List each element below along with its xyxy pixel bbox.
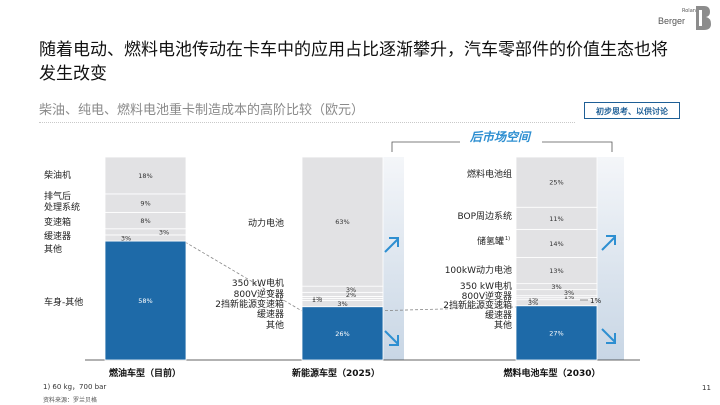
bar-value-label: 3% <box>551 283 561 291</box>
bar-segment <box>515 305 598 361</box>
bar-value-label: 2% <box>346 291 356 299</box>
footnote: 1) 60 kg，700 bar <box>43 383 107 391</box>
logo-roland-text: Roland <box>682 8 700 14</box>
segment-label: 2挡新能源变速箱 <box>443 299 512 311</box>
bar-value-label: 1% <box>528 295 538 303</box>
bar-value-label: 14% <box>549 240 563 248</box>
bar-value-label: 63% <box>335 218 349 226</box>
segment-label: 车身-其他 <box>44 296 83 308</box>
subtitle-separator <box>39 122 575 123</box>
company-logo: Roland Berger <box>658 5 712 35</box>
connector-line <box>369 306 517 312</box>
bar-segment <box>104 156 187 195</box>
segment-label: 其他 <box>494 319 512 331</box>
bar-value-label: 3% <box>564 289 574 297</box>
bar-value-label: 1% <box>564 293 574 301</box>
segment-label: 排气后 <box>44 190 71 202</box>
bar-value-label: 1% <box>312 294 322 302</box>
segment-label: 变速箱 <box>44 216 71 228</box>
bar-value-label: 13% <box>549 267 563 275</box>
segment-label: 缓速器 <box>44 230 71 242</box>
arrow-panel-2030 <box>597 157 624 360</box>
category-label: 新能源车型（2025） <box>292 367 380 379</box>
page-title: 随着电动、燃料电池传动在卡车中的应用占比逐渐攀升，汽车零部件的价值生态也将发生改… <box>39 40 668 84</box>
segment-label: 缓速器 <box>257 308 284 320</box>
logo-mark-icon <box>696 6 711 30</box>
segment-label: 其他 <box>266 319 284 331</box>
bar-segment <box>301 156 384 287</box>
segment-label: 350 kW电机 <box>232 277 284 289</box>
bar-value-label: 1% <box>312 296 322 304</box>
page-number: 11 <box>702 384 711 392</box>
bar-value-label: 58% <box>138 297 152 305</box>
category-label: 燃油车型（目前） <box>109 367 181 379</box>
bar-value-label: 11% <box>549 215 563 223</box>
chart-subtitle: 柴油、纯电、燃料电池重卡制造成本的高阶比较（欧元） <box>39 103 365 118</box>
segment-label: 燃料电池组 <box>467 168 512 180</box>
trend-up-icon <box>384 237 399 253</box>
aftermarket-label: 后市场空间 <box>469 130 532 144</box>
segment-label: 其他 <box>44 243 62 255</box>
segment-label: 350 kW电机 <box>460 280 512 292</box>
segment-label: 柴油机 <box>44 169 71 181</box>
segment-label: 动力电池 <box>248 217 284 229</box>
footnote-marker: 1) <box>505 236 510 242</box>
bar-value-label: 3% <box>528 299 538 307</box>
trend-down-icon <box>384 330 399 346</box>
bar-value-label: 9% <box>140 200 150 208</box>
category-label: 燃料电池车型（2030） <box>503 367 600 379</box>
bar-segment <box>301 285 384 293</box>
bar-value-label: 27% <box>549 329 563 337</box>
bar-segment <box>104 234 187 242</box>
bar-value-label: 3% <box>121 234 131 242</box>
bar-value-label: 3% <box>346 286 356 294</box>
bar-segment <box>104 240 187 361</box>
bar-value-label: 8% <box>140 217 150 225</box>
bar-segment <box>301 291 384 297</box>
side-value-label: 1% <box>590 297 601 305</box>
bar-segment <box>515 228 598 258</box>
segment-label: 800V逆变器 <box>234 288 284 300</box>
bar-value-label: 3% <box>337 300 347 308</box>
bar-segment <box>515 156 598 208</box>
bars-group: 58%3%3%8%9%18%26%3%1%1% 2%3%63%27%3%1% 1%3… <box>104 156 598 361</box>
segment-label: BOP周边系统 <box>457 210 512 222</box>
trend-down-icon <box>601 328 616 344</box>
bar-value-label: 26% <box>335 330 349 338</box>
bar-segment <box>104 228 187 236</box>
trend-up-icon <box>601 235 616 251</box>
source-note: 资料来源：罗兰贝格 <box>43 397 98 404</box>
segment-label: 800V逆变器 <box>462 290 512 302</box>
bar-segment <box>301 306 384 361</box>
discussion-badge: 初步思考、以供讨论 <box>584 102 680 119</box>
aftermarket-bracket <box>391 141 613 152</box>
bar-segment <box>515 257 598 285</box>
bar-value-label: 18% <box>138 172 152 180</box>
segment-label: 缓速器 <box>485 309 512 321</box>
bar-value-label: 25% <box>549 179 563 187</box>
segment-label: 100kW动力电池 <box>445 264 512 276</box>
segment-label: 储氢罐 <box>477 235 504 247</box>
logo-berger-text: Berger <box>658 16 686 26</box>
segment-label: 2挡新能源变速箱 <box>215 298 284 310</box>
connector-line <box>184 241 303 312</box>
segment-label: 处理系统 <box>44 201 80 213</box>
bar-value-label: 3% <box>159 228 169 236</box>
